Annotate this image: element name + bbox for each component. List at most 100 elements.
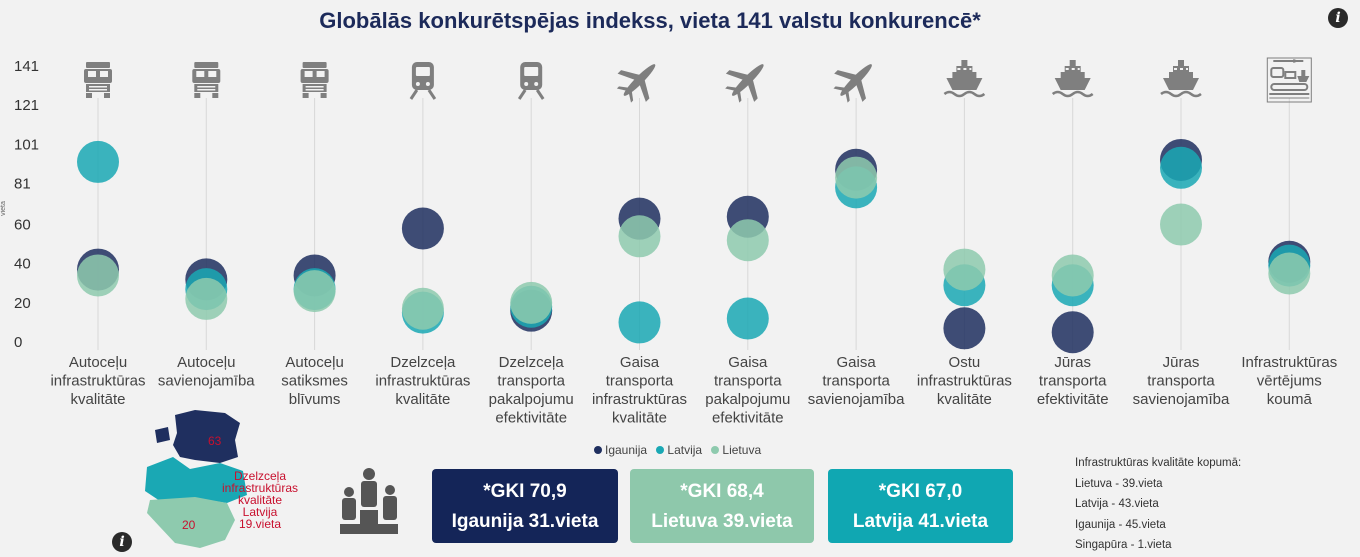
train-icon bbox=[517, 60, 545, 101]
x-category-label-line: kvalitāte bbox=[612, 410, 667, 427]
data-point-lietuva[interactable] bbox=[185, 277, 228, 320]
x-category-label-line: kvalitāte bbox=[937, 391, 992, 408]
summary-panel: Infrastruktūras kvalitāte kopumā: Lietuv… bbox=[1075, 453, 1241, 556]
x-category-label: Gaisa transporta savienojamība bbox=[808, 354, 905, 408]
train-icon bbox=[409, 60, 437, 101]
data-point-latvija[interactable] bbox=[1160, 146, 1202, 189]
kpi-card-lietuva: *GKI 68,4 Lietuva 39.vieta bbox=[630, 469, 814, 543]
info-icon[interactable]: i bbox=[1328, 8, 1348, 28]
data-point-lietuva[interactable] bbox=[943, 248, 986, 291]
x-category-label-line: Dzelzceļa bbox=[390, 354, 456, 371]
baltic-map[interactable] bbox=[135, 405, 255, 553]
ship-icon bbox=[943, 58, 986, 98]
x-category-label-line: Ostu bbox=[949, 354, 981, 371]
truck-icon bbox=[84, 62, 112, 98]
map-tooltip: Dzelzceļa infrastruktūras kvalitāte Latv… bbox=[205, 470, 315, 530]
data-point-lietuva[interactable] bbox=[726, 219, 769, 262]
legend-swatch-igaunija bbox=[594, 446, 602, 454]
data-point-igaunija[interactable] bbox=[943, 307, 986, 350]
x-category-label-line: vērtējums bbox=[1257, 373, 1322, 390]
map-tooltip-line: Latvija bbox=[242, 505, 278, 519]
map-lithuania[interactable] bbox=[147, 497, 235, 548]
x-category-label: Jūras transporta savienojamība bbox=[1133, 354, 1230, 408]
y-tick-label: 81 bbox=[14, 175, 31, 192]
y-tick-label: 121 bbox=[14, 97, 39, 114]
summary-item: Singapūra - 1.vieta bbox=[1075, 539, 1172, 551]
x-category-label-line: Infrastruktūras bbox=[1241, 354, 1337, 371]
chart-title: Globālās konkurētspējas indekss, vieta 1… bbox=[319, 8, 981, 33]
data-point-latvija[interactable] bbox=[726, 297, 769, 340]
kpi-rank: Igaunija 31.vieta bbox=[451, 511, 599, 532]
summary-item: Latvija - 43.vieta bbox=[1075, 498, 1159, 510]
x-category-label: Dzelzceļa infrastruktūras kvalitāte bbox=[375, 354, 470, 408]
data-point-lietuva[interactable] bbox=[618, 215, 661, 258]
data-point-lietuva[interactable] bbox=[77, 254, 119, 297]
x-category-label-line: blīvums bbox=[289, 391, 341, 408]
x-category-label-line: transporta bbox=[714, 373, 782, 390]
kpi-gki-value: *GKI 70,9 bbox=[483, 481, 567, 502]
data-point-lietuva[interactable] bbox=[1051, 254, 1094, 297]
x-category-label-line: Gaisa bbox=[837, 354, 877, 371]
x-category-label-line: transporta bbox=[1039, 373, 1107, 390]
kpi-gki-value: *GKI 67,0 bbox=[878, 481, 963, 502]
data-point-latvija[interactable] bbox=[618, 301, 661, 344]
x-category-label-line: Jūras bbox=[1163, 354, 1200, 371]
map-estonia[interactable] bbox=[173, 410, 240, 463]
x-category-label: Gaisa transporta infrastruktūras kvalitāte bbox=[592, 354, 687, 427]
x-category-label-line: Jūras bbox=[1054, 354, 1091, 371]
transport-mix-icon bbox=[1266, 57, 1313, 103]
data-point-lietuva[interactable] bbox=[1160, 203, 1202, 246]
x-category-label-line: koumā bbox=[1267, 391, 1313, 408]
data-point-lietuva[interactable] bbox=[835, 156, 878, 199]
legend-label-igaunija[interactable]: Igaunija bbox=[605, 443, 648, 457]
data-point-lietuva[interactable] bbox=[510, 281, 553, 324]
x-category-label-line: Dzelzceļa bbox=[499, 354, 565, 371]
x-category-label-line: infrastruktūras bbox=[917, 373, 1012, 390]
summary-item: Lietuva - 39.vieta bbox=[1075, 477, 1163, 490]
data-point-lietuva[interactable] bbox=[293, 270, 336, 313]
chart-legend: Igaunija Latvija Lietuva bbox=[588, 443, 761, 457]
truck-icon bbox=[192, 62, 221, 98]
x-category-label-line: transporta bbox=[606, 373, 674, 390]
kpi-rank: Lietuva 39.vieta bbox=[651, 511, 793, 532]
podium-icon bbox=[340, 468, 398, 534]
x-category-label: Infrastruktūras vērtējums koumā bbox=[1241, 354, 1337, 408]
x-category-label-line: transporta bbox=[822, 373, 890, 390]
map-tooltip-line: kvalitāte bbox=[237, 493, 283, 507]
kpi-rank: Latvija 41.vieta bbox=[852, 511, 989, 532]
legend-label-latvija[interactable]: Latvija bbox=[667, 443, 703, 457]
x-category-label-line: pakalpojumu bbox=[705, 391, 790, 408]
y-tick-label: 20 bbox=[14, 295, 31, 312]
kpi-gki-value: *GKI 68,4 bbox=[680, 481, 764, 502]
kpi-card-latvija: *GKI 67,0 Latvija 41.vieta bbox=[828, 469, 1013, 543]
x-category-label-line: efektivitāte bbox=[712, 410, 784, 427]
data-point-igaunija[interactable] bbox=[401, 207, 444, 250]
data-point-lietuva[interactable] bbox=[401, 287, 444, 330]
x-category-label-line: infrastruktūras bbox=[50, 373, 145, 390]
y-tick-label: 60 bbox=[14, 217, 31, 234]
x-category-label-line: savienojamība bbox=[158, 373, 255, 390]
ship-icon bbox=[1051, 58, 1094, 98]
x-category-label-line: Autoceļu bbox=[69, 354, 127, 371]
x-category-label-line: infrastruktūras bbox=[592, 391, 687, 408]
data-point-latvija[interactable] bbox=[77, 140, 119, 183]
map-info-icon[interactable]: i bbox=[112, 532, 132, 552]
x-category-label-line: efektivitāte bbox=[1037, 391, 1109, 408]
map-tooltip-line: infrastruktūras bbox=[221, 481, 299, 495]
legend-swatch-lietuva bbox=[711, 446, 720, 454]
y-tick-label: 101 bbox=[14, 136, 39, 153]
kpi-card-igaunija: *GKI 70,9 Igaunija 31.vieta bbox=[432, 469, 618, 543]
map-estonia-island bbox=[155, 427, 170, 443]
x-category-label: Autoceļu infrastruktūras kvalitāte bbox=[50, 354, 145, 408]
map-latvia[interactable] bbox=[145, 457, 247, 503]
x-category-label-line: Autoceļu bbox=[177, 354, 235, 371]
x-category-label: Ostu infrastruktūras kvalitāte bbox=[917, 354, 1012, 408]
data-point-igaunija[interactable] bbox=[1051, 311, 1094, 354]
legend-label-lietuva[interactable]: Lietuva bbox=[722, 443, 762, 457]
x-category-label: Autoceļu satiksmes blīvums bbox=[281, 354, 348, 408]
data-point-lietuva[interactable] bbox=[1268, 252, 1311, 295]
x-category-label-line: savienojamība bbox=[808, 391, 905, 408]
map-tooltip-line: Dzelzceļa bbox=[233, 469, 287, 483]
x-category-label-line: satiksmes bbox=[281, 373, 348, 390]
